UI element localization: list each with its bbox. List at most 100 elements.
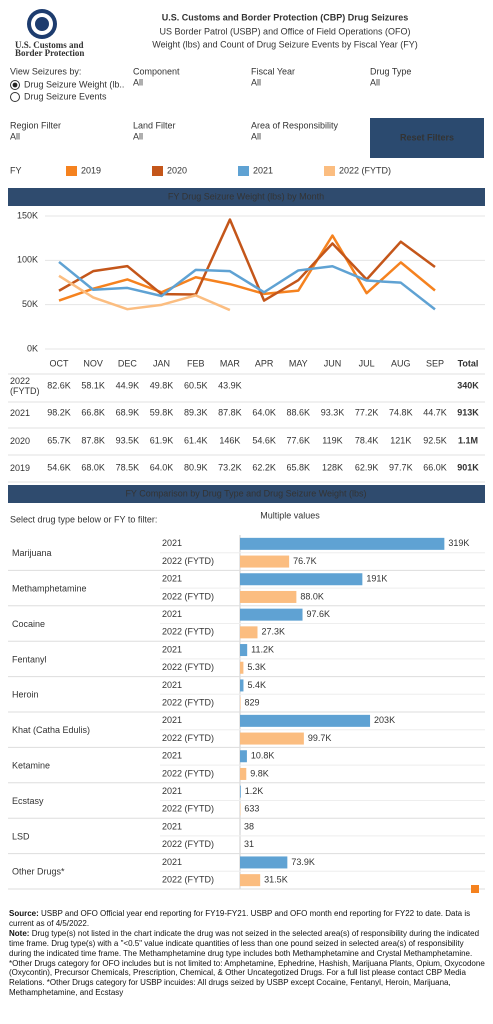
series-line [58, 260, 436, 311]
series-label[interactable]: 2021 [162, 538, 182, 548]
series-label[interactable]: 2021 [162, 609, 182, 619]
bar[interactable] [240, 644, 248, 657]
drug-label[interactable]: Marijuana [12, 548, 52, 558]
series-label[interactable]: 2021 [162, 644, 182, 654]
table-cell: 65.7K [47, 435, 71, 445]
chart-title: FY Comparison by Drug Type and Drug Seiz… [125, 488, 366, 498]
bar[interactable] [240, 732, 304, 745]
filter-value[interactable]: All [133, 77, 143, 87]
bar[interactable] [240, 573, 363, 586]
filter-value[interactable]: All [10, 131, 20, 141]
series-label[interactable]: 2021 [162, 751, 182, 761]
legend-swatch[interactable] [238, 166, 249, 176]
bar[interactable] [240, 679, 244, 692]
drug-label[interactable]: Khat (Catha Edulis) [12, 725, 90, 735]
table-cell: 87.8K [218, 407, 242, 417]
table-cell: 93.5K [116, 435, 140, 445]
bar[interactable] [240, 750, 247, 763]
bar[interactable] [240, 590, 297, 603]
drug-label[interactable]: Ecstasy [12, 796, 44, 806]
row-label: 2022 (FYTD) [10, 376, 40, 396]
series-label[interactable]: 2022 (FYTD) [162, 768, 214, 778]
drug-label[interactable]: Methamphetamine [12, 583, 87, 593]
filter-value[interactable]: All [251, 77, 261, 87]
legend-label[interactable]: 2020 [167, 165, 187, 175]
reset-label[interactable]: Reset Filters [400, 132, 454, 142]
month-label: OCT [50, 358, 70, 368]
bar[interactable] [240, 714, 371, 727]
bar[interactable] [240, 555, 290, 568]
series-label[interactable]: 2021 [162, 821, 182, 831]
drug-label[interactable]: Fentanyl [12, 654, 47, 664]
legend-swatch[interactable] [66, 166, 77, 176]
series-label[interactable]: 2021 [162, 786, 182, 796]
bar[interactable] [240, 874, 261, 887]
bar-value-label: 38 [244, 821, 254, 831]
bar-value-label: 5.3K [247, 662, 266, 672]
table-cell: 82.6K [47, 380, 71, 390]
bar[interactable] [240, 661, 244, 674]
chart-header [8, 188, 485, 206]
logo-eagle [35, 17, 49, 31]
bar[interactable] [240, 697, 241, 710]
bar[interactable] [240, 767, 247, 780]
table-cell: 44.9K [116, 380, 140, 390]
table-cell: 98.2K [47, 407, 71, 417]
filter-value[interactable]: Multiple values [260, 510, 320, 520]
table-cell: 59.8K [150, 407, 174, 417]
month-label: FEB [187, 358, 205, 368]
series-label[interactable]: 2022 (FYTD) [162, 698, 214, 708]
series-label[interactable]: 2021 [162, 574, 182, 584]
table-cell: 61.4K [184, 435, 208, 445]
radio-button[interactable] [10, 92, 20, 102]
table-cell: 66.0K [423, 462, 447, 472]
drug-label[interactable]: Cocaine [12, 619, 45, 629]
month-label: MAR [220, 358, 241, 368]
source-text: USBP and OFO Official year end reporting… [9, 909, 471, 928]
drug-label[interactable]: Other Drugs* [12, 867, 65, 877]
series-label[interactable]: 2022 (FYTD) [162, 839, 214, 849]
series-label[interactable]: 2022 (FYTD) [162, 804, 214, 814]
series-label[interactable]: 2021 [162, 857, 182, 867]
note-text: Drug type(s) not listed in the chart ind… [9, 928, 485, 998]
bar[interactable] [240, 785, 241, 798]
month-label: JUL [359, 358, 375, 368]
series-label[interactable]: 2021 [162, 680, 182, 690]
radio-label[interactable]: Drug Seizure Events [24, 91, 107, 101]
table-cell: 64.0K [150, 462, 174, 472]
series-label[interactable]: 2022 (FYTD) [162, 627, 214, 637]
legend-label[interactable]: 2022 (FYTD) [339, 165, 391, 175]
bar[interactable] [240, 608, 303, 621]
legend-title: FY [10, 165, 22, 175]
table-cell: 66.8K [81, 407, 105, 417]
filter-value[interactable]: All [251, 131, 261, 141]
legend-swatch[interactable] [324, 166, 335, 176]
series-label[interactable]: 2022 (FYTD) [162, 556, 214, 566]
bar-value-label: 5.4K [247, 680, 266, 690]
drug-label[interactable]: LSD [12, 831, 30, 841]
series-label[interactable]: 2022 (FYTD) [162, 733, 214, 743]
series-label[interactable]: 2022 (FYTD) [162, 875, 214, 885]
filter-value[interactable]: All [370, 77, 380, 87]
drug-label[interactable]: Ketamine [12, 760, 50, 770]
series-line [58, 234, 436, 302]
row-label: 2019 [10, 463, 31, 473]
series-label[interactable]: 2022 (FYTD) [162, 591, 214, 601]
series-label[interactable]: 2022 (FYTD) [162, 662, 214, 672]
legend-label[interactable]: 2021 [253, 165, 273, 175]
radio-label[interactable]: Drug Seizure Weight (lb.. [24, 79, 124, 89]
drug-label[interactable]: Heroin [12, 690, 39, 700]
bar[interactable] [240, 856, 288, 869]
series-label[interactable]: 2021 [162, 715, 182, 725]
bar[interactable] [240, 626, 258, 639]
filter-value[interactable]: All [133, 131, 143, 141]
filter-label: Drug Type [370, 66, 411, 76]
reset-button[interactable] [370, 118, 484, 158]
legend-label[interactable]: 2019 [81, 165, 101, 175]
table-cell: 61.9K [150, 435, 174, 445]
legend-swatch[interactable] [152, 166, 163, 176]
bar-value-label: 31.5K [264, 875, 288, 885]
table-cell: 54.6K [252, 435, 276, 445]
table-cell: 43.9K [218, 380, 242, 390]
bar[interactable] [240, 537, 445, 550]
